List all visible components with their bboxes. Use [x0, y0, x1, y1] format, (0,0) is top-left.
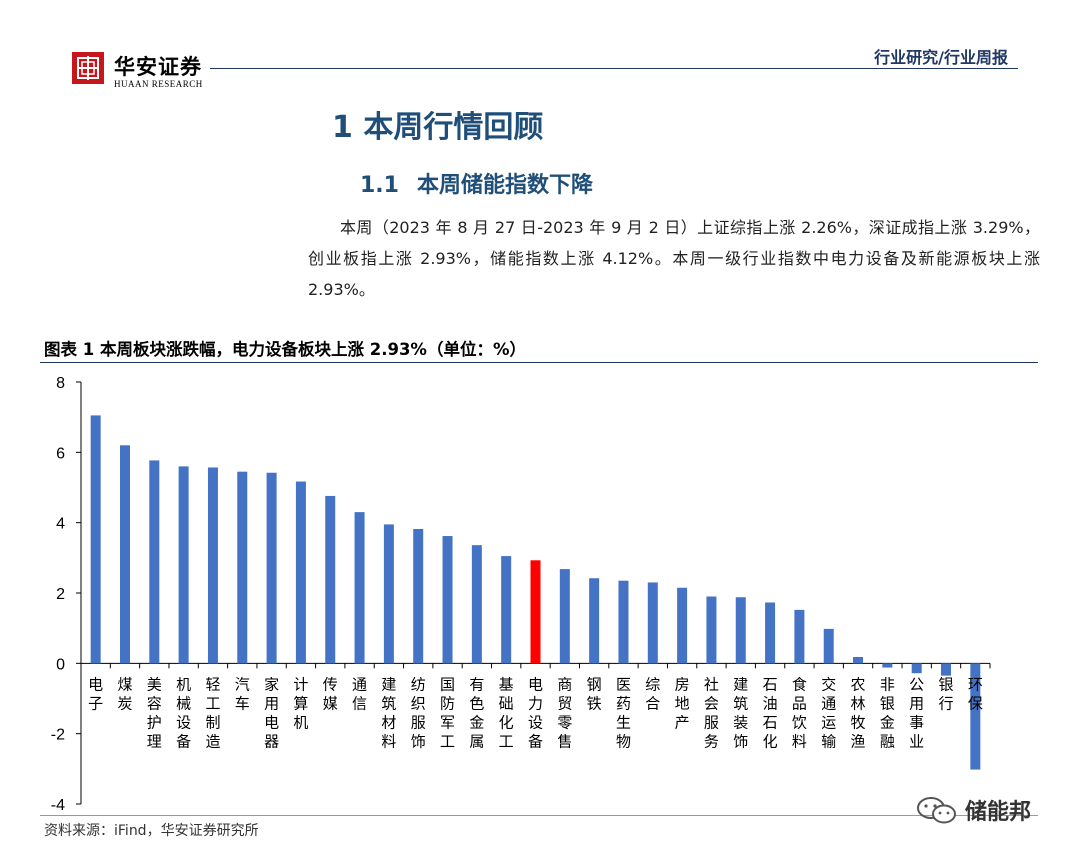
x-category-label: 建筑装饰 [733, 675, 748, 750]
figure-source: 资料来源：iFind，华安证券研究所 [44, 823, 259, 839]
x-category-label: 建筑材料 [381, 675, 396, 750]
x-category-label: 银行 [939, 675, 954, 712]
chart-axes: -4 -2 0 2 4 6 8 [51, 375, 991, 814]
bar-24 [794, 609, 805, 664]
bar-5 [237, 471, 248, 664]
y-tick-label: 6 [56, 445, 65, 462]
subsection-heading: 1.1 本周储能指数下降 [360, 167, 593, 199]
figure-bottom-rule [40, 815, 1038, 816]
chart-labels: 电子煤炭美容护理机械设备轻工制造汽车家用电器计算机传媒通信建筑材料纺织服饰国防军… [88, 675, 983, 750]
bar-7 [295, 481, 306, 664]
header-divider [210, 68, 1018, 69]
bar-30 [970, 663, 981, 770]
figure-title: 图表 1 本周板块涨跌幅，电力设备板块上涨 2.93%（单位：%） [44, 340, 526, 359]
bar-10 [383, 524, 394, 664]
x-category-label: 通信 [352, 675, 367, 712]
x-category-label: 纺织服饰 [411, 675, 426, 750]
bar-23 [765, 602, 776, 664]
bar-20 [677, 587, 688, 664]
y-tick-label: -4 [51, 797, 65, 814]
x-category-label: 传媒 [323, 675, 338, 712]
bar-6 [266, 472, 277, 664]
x-category-label: 家用电器 [264, 675, 279, 750]
watermark: 储能邦 [915, 794, 1031, 826]
chart-bars [90, 415, 981, 770]
bar-1 [119, 445, 130, 664]
x-category-label: 煤炭 [117, 675, 132, 712]
subsection-number: 1.1 [360, 173, 399, 198]
x-category-label: 综合 [645, 675, 660, 712]
x-category-label: 汽车 [235, 675, 250, 712]
bar-22 [735, 597, 746, 664]
bar-9 [354, 512, 365, 664]
bar-11 [413, 528, 424, 664]
bar-0 [90, 415, 101, 664]
bar-29 [941, 663, 952, 676]
y-tick-label: -2 [51, 727, 65, 744]
x-category-label: 计算机 [293, 675, 308, 731]
x-category-label: 商贸零售 [557, 675, 572, 750]
bar-4 [207, 467, 218, 664]
bar-25 [823, 628, 834, 664]
bar-2 [149, 460, 160, 664]
x-category-label: 非银金融 [880, 675, 895, 750]
x-category-label: 公用事业 [909, 675, 924, 750]
y-tick-label: 2 [56, 586, 65, 603]
subsection-title: 本周储能指数下降 [416, 173, 593, 198]
x-category-label: 食品饮料 [792, 675, 807, 750]
x-category-label: 机械设备 [176, 675, 191, 750]
bar-3 [178, 466, 189, 664]
summary-text: 本周（2023 年 8 月 27 日-2023 年 9 月 2 日）上证综指上涨… [308, 218, 1040, 299]
summary-paragraph: 本周（2023 年 8 月 27 日-2023 年 9 月 2 日）上证综指上涨… [308, 212, 1040, 305]
brand-name: 华安证券 [114, 54, 202, 79]
x-category-label: 交通运输 [821, 675, 836, 750]
y-tick-label: 0 [56, 656, 65, 673]
bar-18 [618, 580, 629, 664]
x-category-label: 电力设备 [528, 675, 543, 750]
x-category-label: 国防军工 [440, 675, 455, 750]
x-category-label: 轻工制造 [205, 675, 220, 750]
bar-28 [911, 663, 922, 674]
bar-12 [442, 536, 453, 664]
x-category-label: 钢铁 [587, 675, 602, 712]
wechat-icon [917, 797, 956, 824]
y-tick-label: 8 [56, 375, 65, 392]
report-type: 行业研究/行业周报 [874, 48, 1008, 67]
figure-top-rule [40, 362, 1038, 363]
y-tick-label: 4 [56, 516, 65, 533]
x-category-label: 美容护理 [147, 675, 162, 750]
brand-logo-icon [72, 52, 104, 84]
bar-14 [501, 556, 512, 664]
bar-27 [882, 663, 893, 668]
x-category-label: 社会服务 [704, 675, 719, 750]
bar-19 [647, 582, 658, 664]
bar-17 [589, 578, 600, 664]
bar-26 [853, 657, 864, 664]
x-category-label: 农林牧渔 [851, 675, 866, 750]
x-category-label: 医药生物 [616, 675, 631, 750]
bar-8 [325, 495, 336, 664]
x-category-label: 基础化工 [499, 675, 514, 750]
bar-13 [471, 545, 482, 664]
x-category-label: 石油石化 [763, 675, 778, 750]
bar-21 [706, 596, 717, 664]
brand-name-en: HUAAN RESEARCH [114, 79, 203, 89]
x-category-label: 电子 [88, 675, 103, 712]
section-heading: 1 本周行情回顾 [332, 110, 544, 145]
bar-15 [530, 560, 541, 664]
x-category-label: 房地产 [675, 675, 690, 731]
x-category-label: 环保 [968, 675, 983, 712]
x-category-label: 有色金属 [469, 675, 484, 750]
watermark-text: 储能邦 [965, 800, 1032, 825]
bar-16 [559, 569, 570, 664]
